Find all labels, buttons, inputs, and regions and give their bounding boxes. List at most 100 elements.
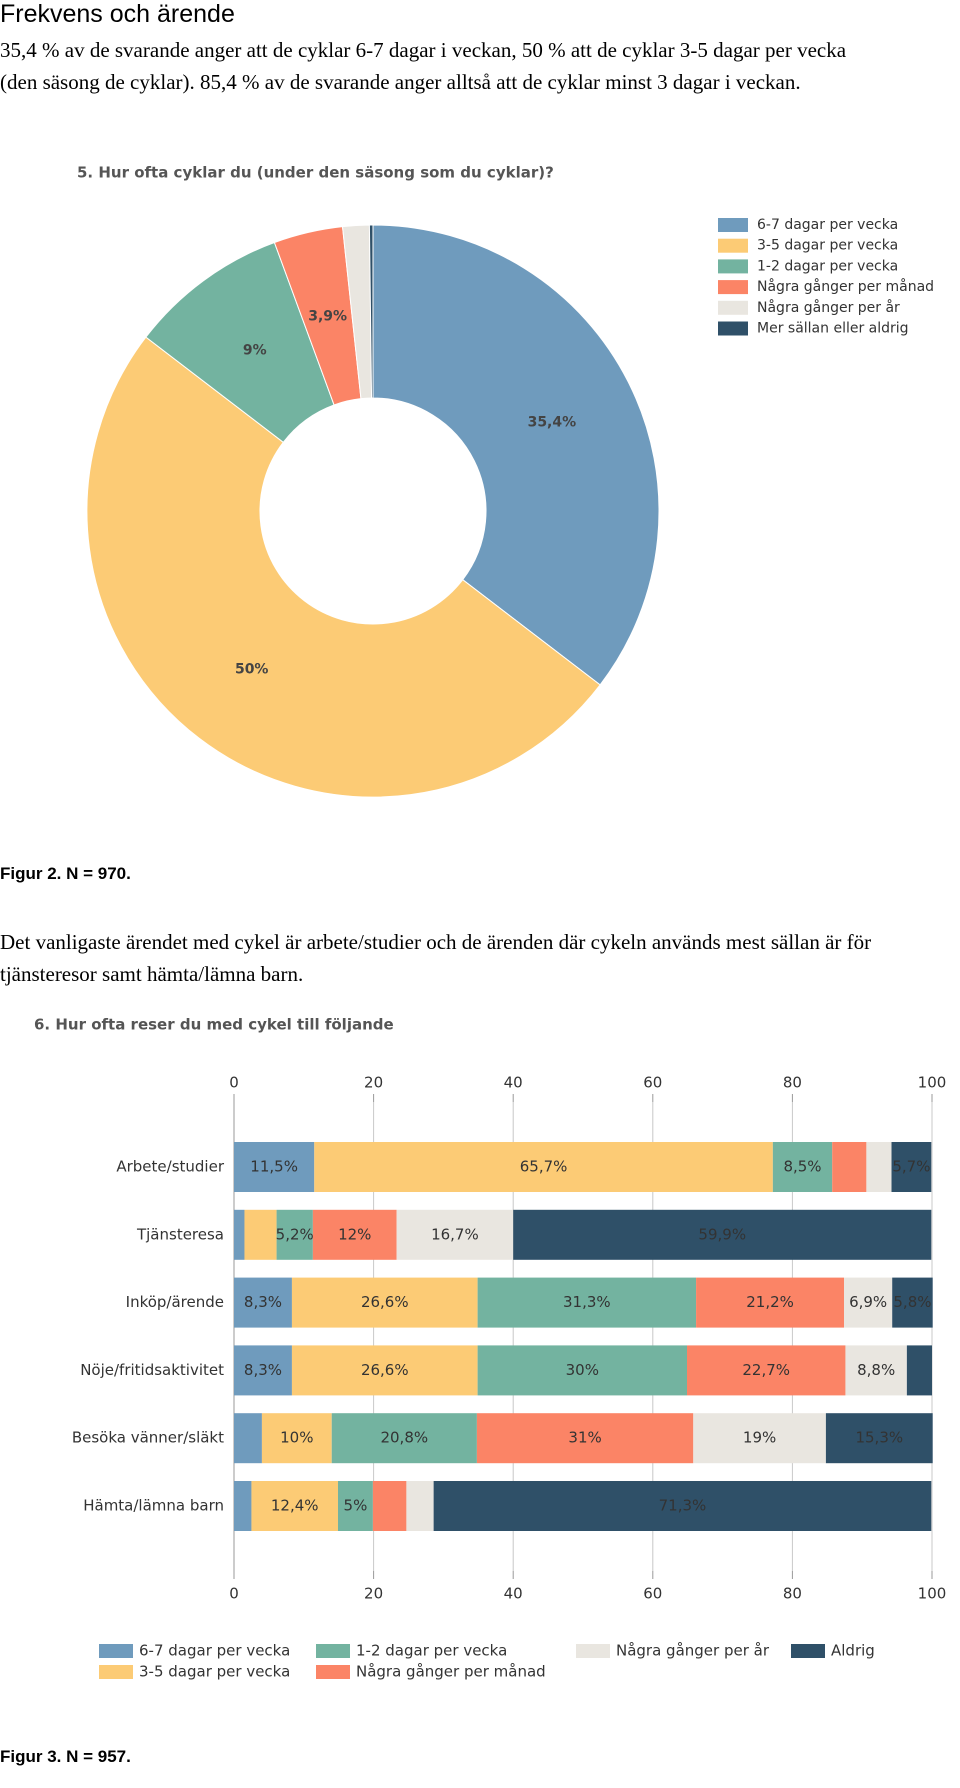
bar-label: 26,6% [361,1293,409,1311]
legend-swatch [718,300,748,315]
bar-segment [234,1413,262,1464]
bar-label: 5,2% [276,1225,314,1243]
caption: Figur 2. N = 970. [0,864,131,883]
bar-label: 5,8% [893,1293,931,1311]
bar-label: 6,9% [849,1293,887,1311]
bar-label: 5,7% [892,1158,930,1176]
bar-label: 8,3% [244,1361,282,1379]
bar-segment [891,1142,932,1192]
legend-swatch [99,1644,133,1658]
bar-label: 15,3% [855,1429,903,1447]
donut-slice [86,336,601,798]
bar-label: 65,7% [520,1158,568,1176]
bar-label: 20,8% [380,1429,428,1447]
legend-label: Några gånger per månad [757,278,934,295]
bar-label: 19% [743,1429,776,1447]
bar-segment [234,1142,315,1192]
bar-segment [372,1481,407,1531]
x-tick-label: 100 [918,1585,947,1603]
slice-label: 3,9% [308,309,347,325]
bar-segment [845,1345,907,1396]
paragraph: 35,4 % av de svarande anger att de cykla… [0,38,847,94]
bar-segment [234,1481,252,1531]
x-tick-label: 40 [504,1074,523,1092]
bar-label: 21,2% [746,1293,794,1311]
bar-label: 16,7% [431,1225,479,1243]
bar-label: 12% [338,1225,371,1243]
legend-swatch [718,218,748,232]
bar-segment [687,1345,846,1396]
bar-segment [476,1413,694,1464]
category-label: Hämta/lämna barn [83,1497,224,1515]
bar-segment [396,1209,514,1260]
bar-label: 8,8% [857,1361,895,1379]
bar-segment [234,1209,245,1260]
bar-segment [892,1277,933,1328]
legend-swatch [316,1644,350,1658]
bar-label: 31% [568,1429,601,1447]
donut-slice [368,224,374,399]
bar-segment [477,1345,688,1396]
legend-swatch [316,1665,350,1679]
legend-label: Mer sällan eller aldrig [757,321,909,337]
bar-segment [244,1209,277,1260]
bar-label: 71,3% [659,1497,707,1515]
bar-segment [291,1277,478,1328]
x-tick-label: 0 [229,1074,239,1092]
category-label: Tjänsteresa [136,1225,224,1243]
heading: Frekvens och ärende [0,0,235,28]
x-tick-label: 80 [783,1074,802,1092]
bar-segment [406,1481,434,1531]
bar-label: 22,7% [742,1361,790,1379]
bar-label: 30% [566,1361,599,1379]
bar-label: 10% [280,1429,313,1447]
bar-label: 26,6% [361,1361,409,1379]
bar-label: 5% [344,1497,368,1515]
legend-label: Aldrig [831,1642,875,1660]
bar-label: 59,9% [698,1225,746,1243]
bar-label: 8,5% [783,1158,821,1176]
legend-label: 3-5 dagar per vecka [139,1663,290,1681]
slice-label: 9% [243,342,267,358]
paragraph: Det vanligaste ärendet med cykel är arbe… [0,930,872,986]
category-label: Nöje/fritidsaktivitet [80,1361,224,1379]
bar-segment [906,1345,932,1396]
legend-swatch [791,1644,825,1658]
legend-swatch [99,1665,133,1679]
bar-segment [477,1277,697,1328]
x-tick-label: 20 [364,1074,383,1092]
bar-segment [866,1142,892,1192]
x-tick-label: 60 [643,1074,662,1092]
legend-label: 6-7 dagar per vecka [139,1642,290,1660]
category-label: Inköp/ärende [126,1293,224,1311]
legend-swatch [718,238,748,253]
bar-segment [513,1209,932,1260]
bar-label: 11,5% [250,1158,298,1176]
bar-segment [312,1209,397,1260]
x-tick-label: 100 [918,1074,947,1092]
legend-swatch [718,321,748,336]
bar-label: 31,3% [563,1293,611,1311]
chart-title: 5. Hur ofta cyklar du (under den säsong … [77,164,554,182]
caption: Figur 3. N = 957. [0,1747,131,1766]
legend-label: 1-2 dagar per vecka [757,258,898,274]
slice-label: 35,4% [528,415,577,431]
bar-label: 8,3% [244,1293,282,1311]
x-tick-label: 40 [504,1585,523,1603]
legend-label: 3-5 dagar per vecka [757,238,898,254]
legend-label: Några gånger per månad [356,1663,546,1681]
x-tick-label: 60 [643,1585,662,1603]
x-tick-label: 80 [783,1585,802,1603]
legend-swatch [576,1644,610,1658]
x-tick-label: 20 [364,1585,383,1603]
x-tick-label: 0 [229,1585,239,1603]
legend-label: 6-7 dagar per vecka [757,217,898,233]
slice-label: 50% [235,661,269,677]
bar-segment [433,1481,932,1531]
legend-swatch [718,259,748,274]
category-label: Besöka vänner/släkt [72,1429,224,1447]
bar-segment [331,1413,477,1464]
legend-label: 1-2 dagar per vecka [356,1642,507,1660]
